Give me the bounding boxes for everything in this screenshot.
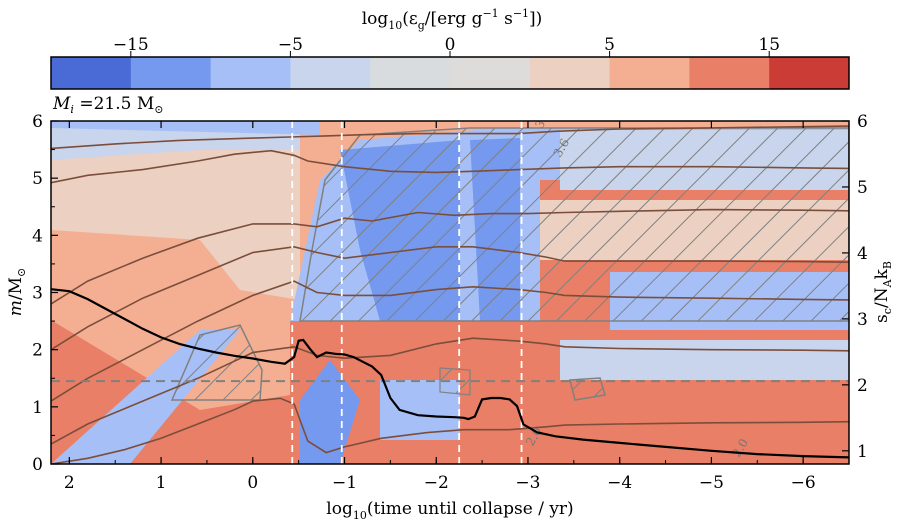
x-tick-label: −5 [699, 473, 724, 493]
y-left-tick-label: 1 [32, 398, 43, 418]
colorbar [50, 56, 850, 90]
initial-mass-annotation: Mi =21.5 M⊙ [52, 94, 163, 116]
plot-area: 3.63.62.0 2.0 [51, 108, 849, 464]
colorbar-tick-label: 15 [758, 35, 780, 55]
y-right-tick-label: 6 [857, 112, 868, 132]
colorbar-ticks: −15 −5 0 5 15 [113, 35, 780, 57]
colorbar-tick-label: 5 [604, 35, 615, 55]
x-tick-label: 0 [247, 473, 258, 493]
x-axis-title: log10(time until collapse / yr) [326, 499, 573, 522]
mass-contour-line [51, 125, 849, 150]
colorbar-tick-label: −15 [113, 35, 149, 55]
mass-contour-line [51, 149, 849, 184]
x-axis: 2 1 0 −1 −2 −3 −4 −5 −6 [64, 121, 850, 493]
y-left-tick-label: 4 [32, 226, 43, 246]
y-right-tick-label: 2 [857, 376, 868, 396]
colorbar-tick-label: −5 [278, 35, 303, 55]
region-right-band-2 [560, 340, 849, 380]
x-tick-label: −3 [515, 473, 540, 493]
y-left-tick-label: 0 [32, 455, 43, 475]
mass-contours [51, 125, 849, 464]
y-right-tick-label: 1 [857, 442, 868, 462]
colorbar-swatch [290, 57, 371, 89]
mass-contour-line [51, 245, 849, 351]
x-tick-label: −2 [424, 473, 449, 493]
x-tick-label: −6 [791, 473, 816, 493]
y-right-tick-label: 4 [857, 244, 868, 264]
colorbar-swatch [51, 57, 132, 89]
mass-contour-line [51, 280, 849, 402]
y-axis-left: 0 1 2 3 4 5 6 [32, 112, 58, 475]
y-axis-left-title: m/M⊙ [6, 268, 28, 316]
y-left-tick-label: 5 [32, 169, 43, 189]
colorbar-swatch [210, 57, 291, 89]
colorbar-tick-label: 0 [445, 35, 456, 55]
y-axis-right: 1 2 3 4 5 6 [842, 112, 868, 462]
x-tick-label: −1 [332, 473, 357, 493]
y-right-tick-label: 5 [857, 178, 868, 198]
colorbar-swatch [769, 57, 850, 89]
y-axis-right-title: sc/NAkB [872, 261, 894, 323]
y-left-tick-label: 2 [32, 341, 43, 361]
x-tick-label: −4 [607, 473, 632, 493]
mass-contour-line [51, 208, 849, 305]
hatch-zone-2 [299, 127, 849, 322]
x-tick-label: 2 [64, 473, 75, 493]
region-envelope-light [51, 121, 300, 300]
colorbar-swatch [130, 57, 212, 89]
mass-contour-line [51, 397, 849, 464]
region-core-blue-2 [380, 380, 460, 440]
hatch-zone-3 [569, 377, 606, 401]
contour-label: 3.6 [532, 108, 554, 132]
vertical-markers [291, 121, 523, 464]
y-left-tick-label: 6 [32, 112, 43, 132]
colorbar-swatch [689, 57, 770, 89]
colorbar-label: log10(εg/[erg g−1 s−1]) [362, 7, 543, 32]
colorbar-swatch [370, 57, 451, 89]
region-core-blue [300, 360, 360, 464]
colorbar-swatch [609, 57, 690, 89]
colorbar-swatch [450, 57, 531, 89]
y-right-tick-label: 3 [857, 310, 868, 330]
hatch-zone-4 [439, 367, 471, 396]
x-tick-label: 1 [156, 473, 167, 493]
central-entropy-line [51, 288, 849, 459]
colorbar-swatch [529, 57, 611, 89]
y-left-tick-label: 3 [32, 284, 43, 304]
